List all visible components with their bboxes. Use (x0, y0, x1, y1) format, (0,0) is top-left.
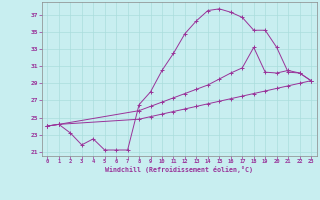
X-axis label: Windchill (Refroidissement éolien,°C): Windchill (Refroidissement éolien,°C) (105, 166, 253, 173)
